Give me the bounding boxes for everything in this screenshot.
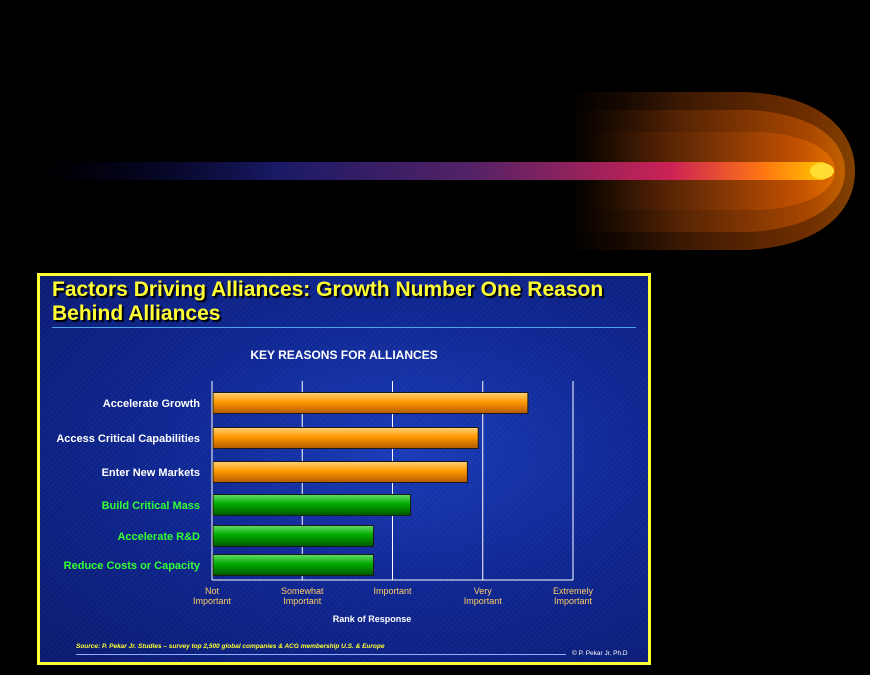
category-label: Build Critical Mass [102,500,200,512]
category-label: Enter New Markets [102,467,200,479]
bar-chart: Not Important Somewhat Important Important Ve… [56,381,594,624]
bar [212,392,529,414]
x-tick-label: Very Important [464,586,503,606]
comet-graphic [40,92,855,250]
copyright: © P. Pekar Jr. Ph.D [572,650,628,657]
bar [212,427,479,449]
slide-title: Factors Driving Alliances: Growth Number… [52,278,604,325]
chart-slide: Factors Driving Alliances: Growth Number… [37,273,651,665]
x-axis-title: Rank of Response [333,614,412,624]
x-tick-label: Somewhat Important [281,586,324,606]
chart-title: KEY REASONS FOR ALLIANCES [250,348,438,362]
bar [212,494,412,516]
x-tick-label: Extremely Important [553,586,594,606]
category-label: Access Critical Capabilities [56,433,200,445]
category-label: Reduce Costs or Capacity [64,560,201,572]
category-label: Accelerate Growth [103,398,200,410]
title-underline [52,327,636,328]
category-label: Accelerate R&D [117,531,200,543]
x-tick-label: Important [373,586,412,596]
x-tick-label: Not Important [193,586,232,606]
source-note: Source: P. Pekar Jr. Studies – survey to… [76,643,385,650]
footer-rule [76,654,566,655]
bar [212,525,375,547]
bar [212,554,375,576]
bar [212,461,468,483]
